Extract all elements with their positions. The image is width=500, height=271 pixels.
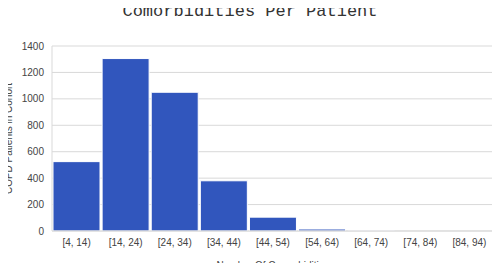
- html-text:Comorbidities Per Patient: Comorbidities Per Patient: [122, 2, 378, 21]
- svg-text:[74, 84): [74, 84): [403, 237, 437, 248]
- svg-text:[14, 24): [14, 24): [109, 237, 143, 248]
- svg-text:600: 600: [27, 146, 44, 157]
- svg-text:400: 400: [27, 173, 44, 184]
- svg-text:[54, 64): [54, 64): [305, 237, 339, 248]
- svg-text:200: 200: [27, 199, 44, 210]
- svg-text:[84, 94): [84, 94): [452, 237, 486, 248]
- svg-text:[34, 44): [34, 44): [207, 237, 241, 248]
- svg-text:[24, 34): [24, 34): [158, 237, 192, 248]
- svg-text:1000: 1000: [22, 93, 45, 104]
- svg-text:1400: 1400: [22, 41, 45, 52]
- svg-text:0: 0: [38, 226, 44, 237]
- svg-text:800: 800: [27, 120, 44, 131]
- svg-text:[64, 74): [64, 74): [354, 237, 388, 248]
- svg-text:[44, 54): [44, 54): [256, 237, 290, 248]
- svg-text:COPD Patients in Cohort: COPD Patients in Cohort: [8, 83, 14, 194]
- svg-text:Number Of Comorbidities: Number Of Comorbidities: [217, 260, 330, 263]
- svg-text:[4, 14): [4, 14): [62, 237, 90, 248]
- svg-text:1200: 1200: [22, 67, 45, 78]
